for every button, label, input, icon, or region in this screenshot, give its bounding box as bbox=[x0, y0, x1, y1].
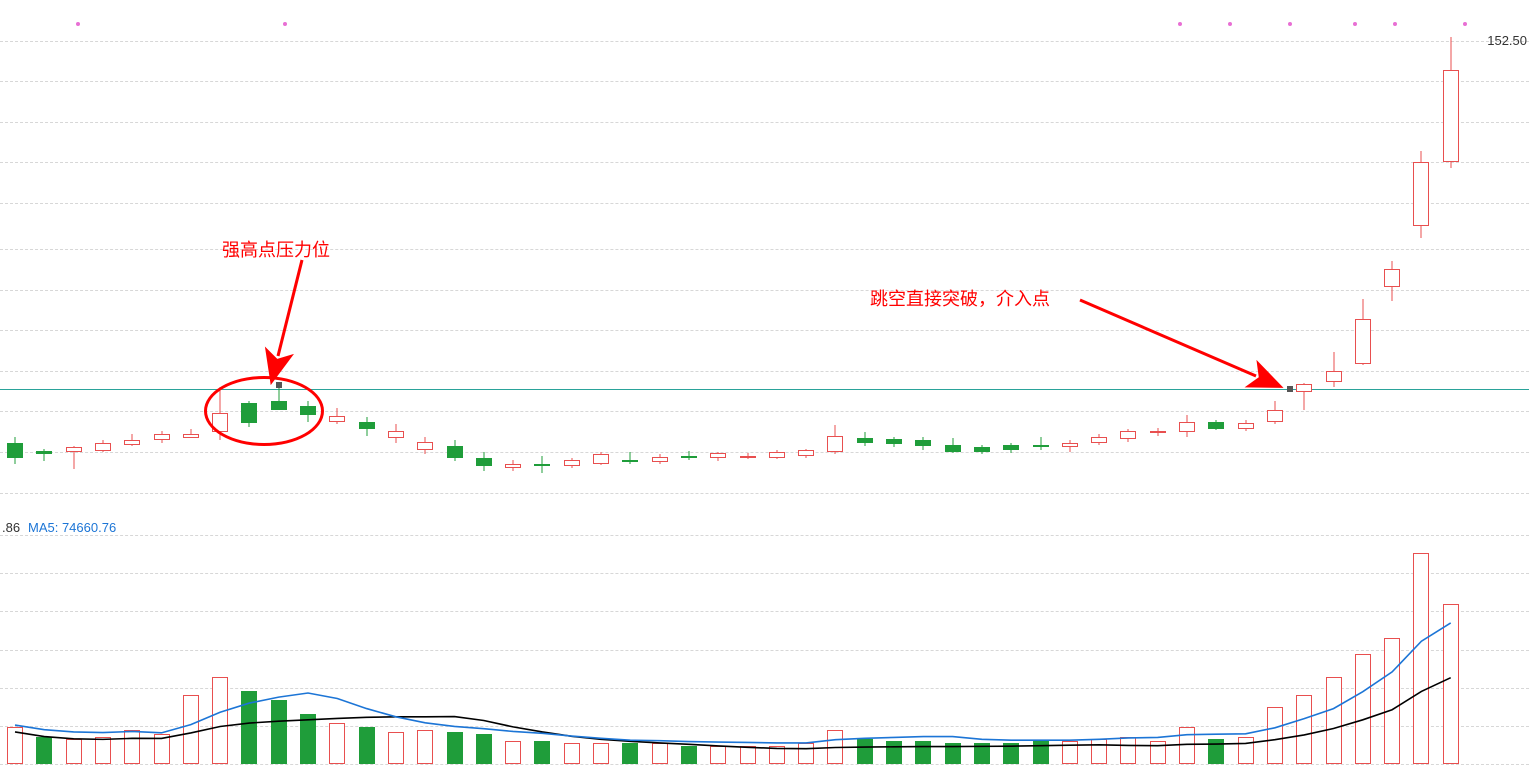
volume-bar bbox=[66, 739, 82, 764]
gridline bbox=[0, 452, 1529, 453]
volume-bar bbox=[476, 734, 492, 764]
volume-bar bbox=[212, 677, 228, 764]
volume-bar bbox=[1296, 695, 1312, 764]
volume-bar bbox=[124, 730, 140, 764]
volume-bar bbox=[1003, 743, 1019, 764]
volume-bar bbox=[740, 746, 756, 764]
volume-bar bbox=[915, 741, 931, 764]
gridline bbox=[0, 493, 1529, 494]
price-axis-label: 152.50 bbox=[1487, 33, 1527, 48]
volume-bar bbox=[447, 732, 463, 764]
volume-bar bbox=[827, 730, 843, 764]
gridline bbox=[0, 611, 1529, 612]
gridline bbox=[0, 81, 1529, 82]
volume-bar bbox=[359, 727, 375, 764]
volume-bar bbox=[1091, 739, 1107, 764]
gridline bbox=[0, 122, 1529, 123]
ma5-label: MA5: 74660.76 bbox=[28, 520, 116, 535]
marker-dot-icon bbox=[1288, 22, 1292, 26]
volume-bar bbox=[622, 743, 638, 764]
volume-bar bbox=[857, 739, 873, 764]
annotation-ellipse bbox=[204, 376, 324, 446]
volume-bar bbox=[36, 737, 52, 764]
annotation-label: 强高点压力位 bbox=[222, 236, 330, 262]
volume-bar bbox=[1179, 727, 1195, 764]
volume-bar bbox=[183, 695, 199, 764]
annotation-label: 跳空直接突破，介入点 bbox=[870, 285, 1050, 311]
pivot-marker-icon bbox=[1287, 386, 1293, 392]
gridline bbox=[0, 203, 1529, 204]
volume-bar bbox=[7, 727, 23, 764]
price-chart[interactable]: 152.50 强高点压力位跳空直接突破，介入点 bbox=[0, 0, 1529, 510]
marker-dot-icon bbox=[1393, 22, 1397, 26]
volume-bar bbox=[505, 741, 521, 764]
gridline bbox=[0, 41, 1529, 42]
volume-bar bbox=[945, 743, 961, 764]
gridline bbox=[0, 688, 1529, 689]
volume-bar bbox=[417, 730, 433, 764]
volume-bar bbox=[1384, 638, 1400, 764]
volume-bar bbox=[1033, 741, 1049, 764]
gridline bbox=[0, 650, 1529, 651]
volume-bar bbox=[564, 743, 580, 764]
volume-bar bbox=[241, 691, 257, 764]
volume-bar bbox=[769, 746, 785, 764]
volume-bar bbox=[681, 746, 697, 764]
volume-bar bbox=[652, 743, 668, 764]
gridline bbox=[0, 535, 1529, 536]
marker-dot-icon bbox=[76, 22, 80, 26]
volume-bar bbox=[1443, 604, 1459, 764]
volume-bar bbox=[271, 700, 287, 764]
gridline bbox=[0, 371, 1529, 372]
volume-bar bbox=[1120, 737, 1136, 764]
ma-label-prefix: .86 bbox=[2, 520, 20, 535]
volume-bar bbox=[300, 714, 316, 764]
volume-bar bbox=[154, 734, 170, 764]
volume-bar bbox=[1326, 677, 1342, 764]
volume-bar bbox=[1238, 737, 1254, 764]
volume-bar bbox=[1413, 553, 1429, 764]
marker-dot-icon bbox=[1228, 22, 1232, 26]
volume-bar bbox=[1150, 741, 1166, 764]
marker-dot-icon bbox=[1463, 22, 1467, 26]
volume-bar bbox=[329, 723, 345, 764]
marker-dot-icon bbox=[283, 22, 287, 26]
volume-bar bbox=[95, 737, 111, 764]
gridline bbox=[0, 290, 1529, 291]
volume-bar bbox=[593, 743, 609, 764]
volume-bar bbox=[1208, 739, 1224, 764]
volume-bar bbox=[534, 741, 550, 764]
volume-bar bbox=[798, 743, 814, 764]
volume-bar bbox=[1355, 654, 1371, 764]
gridline bbox=[0, 573, 1529, 574]
volume-bar bbox=[974, 743, 990, 764]
volume-chart[interactable]: .86 MA5: 74660.76 bbox=[0, 515, 1529, 764]
volume-bar bbox=[1267, 707, 1283, 764]
volume-bar bbox=[1062, 741, 1078, 764]
volume-bar bbox=[886, 741, 902, 764]
volume-bar bbox=[710, 746, 726, 764]
volume-bar bbox=[388, 732, 404, 764]
marker-dot-icon bbox=[1353, 22, 1357, 26]
marker-dot-icon bbox=[1178, 22, 1182, 26]
gridline bbox=[0, 162, 1529, 163]
gridline bbox=[0, 330, 1529, 331]
